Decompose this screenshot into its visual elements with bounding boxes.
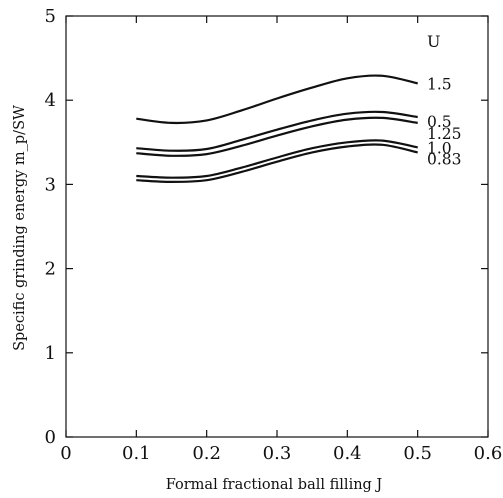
series-label-1-0: 1.0	[427, 139, 452, 157]
y-tick-label: 3	[45, 174, 56, 195]
y-tick-label: 5	[45, 6, 56, 27]
series-line-0-5	[136, 110, 418, 152]
axis-ticks	[65, 15, 489, 438]
series-label-0-5: 0.5	[427, 113, 452, 131]
x-axis-title: Formal fractional ball filling J	[166, 477, 383, 493]
x-tick-label: 0.3	[263, 443, 292, 464]
x-tick-label: 0	[60, 443, 71, 464]
y-axis-title: Specific grinding energy m_p/SW	[12, 105, 28, 351]
series-labels: 1.5 0.51.251.00.83	[427, 75, 462, 168]
series-line-1-5	[136, 74, 418, 125]
series-lines	[136, 74, 418, 184]
series-line-1-0	[136, 139, 418, 179]
y-tick-label: 2	[45, 259, 56, 280]
y-tick-label: 1	[45, 343, 56, 364]
series-label-0-83: 0.83	[427, 150, 462, 168]
legend-title: U	[427, 32, 440, 51]
y-tick-label: 0	[45, 427, 56, 448]
x-tick-label: 0.5	[403, 443, 432, 464]
series-line-0-83	[136, 143, 418, 184]
series-label-1-25: 1.25	[427, 125, 462, 143]
series-line-1-25	[136, 116, 418, 157]
series-label-1-5: 1.5	[427, 75, 452, 93]
tick-labels: 0 0.1 0.2 0.3 0.4 0.5 0.6 0 1 2 3 4 5	[45, 6, 503, 464]
plot-border	[65, 15, 489, 438]
x-tick-label: 0.4	[333, 443, 362, 464]
x-tick-label: 0.6	[474, 443, 503, 464]
x-tick-label: 0.2	[192, 443, 221, 464]
y-tick-label: 4	[45, 90, 56, 111]
x-tick-label: 0.1	[122, 443, 151, 464]
plot-frame	[65, 15, 489, 438]
